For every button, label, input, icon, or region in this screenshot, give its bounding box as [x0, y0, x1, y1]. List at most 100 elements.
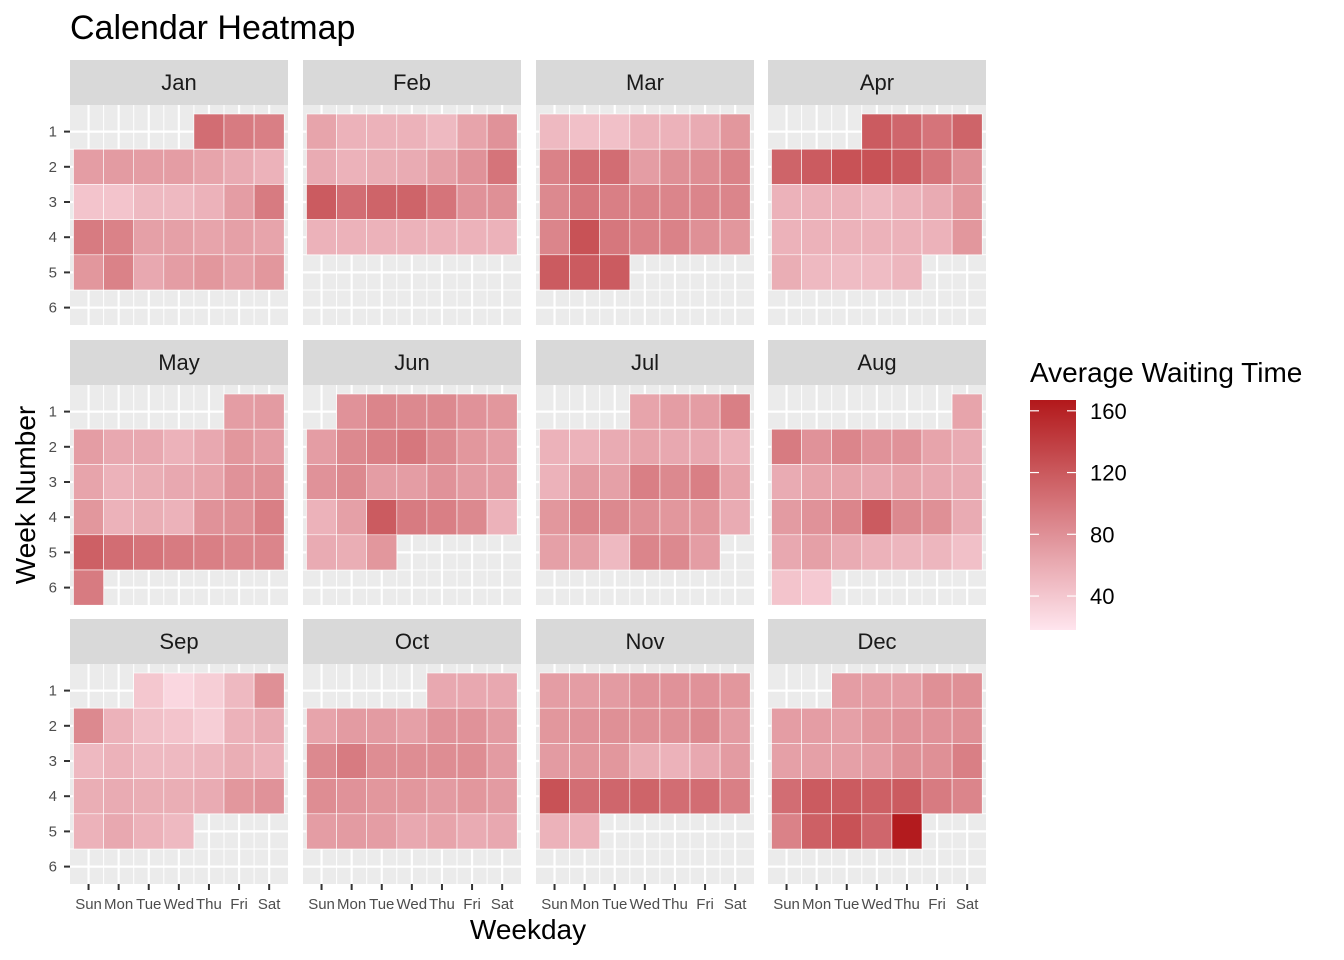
heat-cell [193, 499, 225, 536]
y-tick-label: 3 [49, 753, 57, 770]
strip-background [70, 619, 288, 664]
heat-cell [486, 778, 518, 815]
heat-cell [456, 219, 488, 256]
heat-cell [426, 219, 458, 256]
heat-cell [921, 464, 953, 500]
y-tick-label: 2 [49, 159, 57, 176]
heat-cell [569, 499, 600, 536]
heat-cell [396, 428, 428, 465]
heat-cell [456, 499, 488, 536]
heat-cell [396, 113, 428, 150]
heat-cell [801, 813, 832, 850]
x-tick-label: Sun [773, 896, 800, 913]
heat-cell [103, 813, 134, 850]
heat-cell [539, 219, 570, 256]
heat-cell [569, 148, 600, 185]
heat-cell [831, 672, 863, 709]
x-tick-label: Wed [630, 896, 661, 913]
heat-cell [951, 184, 983, 220]
x-tick-label: Fri [230, 896, 248, 913]
x-tick-label: Wed [397, 896, 428, 913]
heat-cell [771, 743, 802, 779]
heat-cell [539, 184, 570, 220]
heat-cell [366, 113, 398, 150]
heat-cell [306, 464, 337, 500]
x-tick-label: Mon [802, 896, 831, 913]
heat-cell [396, 778, 428, 815]
heat-cell [659, 219, 691, 256]
strip-label: May [158, 350, 200, 375]
heat-cell [103, 778, 134, 815]
heat-cell [659, 672, 691, 709]
heat-cell [861, 464, 893, 500]
heat-cell [539, 743, 570, 779]
heat-cell [719, 148, 751, 185]
strip-label: Nov [625, 629, 664, 654]
y-tick-label: 1 [49, 683, 57, 700]
heat-cell [719, 743, 751, 779]
heat-cell [306, 534, 337, 571]
heat-cell [861, 148, 893, 185]
heat-cell [861, 813, 893, 850]
heat-cell [253, 148, 285, 185]
heat-cell [193, 778, 225, 815]
legend-colorbar [1030, 400, 1076, 630]
heat-cell [103, 707, 134, 744]
chart-title: Calendar Heatmap [70, 9, 355, 47]
heat-cell [689, 499, 721, 536]
heat-cell [223, 534, 255, 571]
heat-cell [253, 534, 285, 571]
heat-cell [771, 569, 802, 606]
heat-cell [486, 813, 518, 850]
heat-cell [801, 184, 832, 220]
heat-cell [599, 113, 631, 150]
heat-cell [103, 219, 134, 256]
heat-cell [486, 393, 518, 430]
heat-cell [951, 148, 983, 185]
heat-cell [306, 707, 337, 744]
month-panel-oct: Oct Sun Mon Tue Wed Thu Fri Sat [303, 619, 521, 913]
heat-cell [73, 254, 104, 291]
heat-cell [456, 428, 488, 465]
strip-background [768, 340, 986, 385]
heat-cell [133, 672, 165, 709]
heat-cell [771, 148, 802, 185]
heat-cell [336, 813, 368, 850]
heat-cell [891, 113, 923, 150]
heat-cell [659, 428, 691, 465]
x-tick-label: Sat [491, 896, 514, 913]
heat-cell [366, 778, 398, 815]
heat-cell [163, 464, 195, 500]
heat-cell [629, 743, 661, 779]
color-legend: Average Waiting Time 160 120 80 40 [1030, 357, 1302, 630]
heat-cell [719, 184, 751, 220]
heat-cell [426, 393, 458, 430]
heat-cell [223, 464, 255, 500]
heat-cell [569, 428, 600, 465]
heat-cell [689, 778, 721, 815]
heat-cell [193, 428, 225, 465]
heat-cell [599, 707, 631, 744]
heat-cell [336, 219, 368, 256]
heat-cell [629, 393, 661, 430]
heat-cell [539, 148, 570, 185]
x-tick-label: Sun [308, 896, 335, 913]
heat-cell [223, 393, 255, 430]
heat-cell [831, 184, 863, 220]
heat-cell [163, 499, 195, 536]
heat-cell [861, 743, 893, 779]
heat-cell [193, 707, 225, 744]
strip-label: Jan [161, 70, 196, 95]
heat-cell [689, 219, 721, 256]
heat-cell [599, 499, 631, 536]
heat-cell [133, 813, 165, 850]
heat-cell [396, 813, 428, 850]
x-tick-label: Thu [894, 896, 920, 913]
heat-cell [891, 464, 923, 500]
y-tick-label: 6 [49, 300, 57, 317]
x-tick-label: Tue [602, 896, 627, 913]
heat-cell [689, 672, 721, 709]
heat-cell [103, 148, 134, 185]
heat-cell [921, 672, 953, 709]
x-tick-label: Thu [662, 896, 688, 913]
